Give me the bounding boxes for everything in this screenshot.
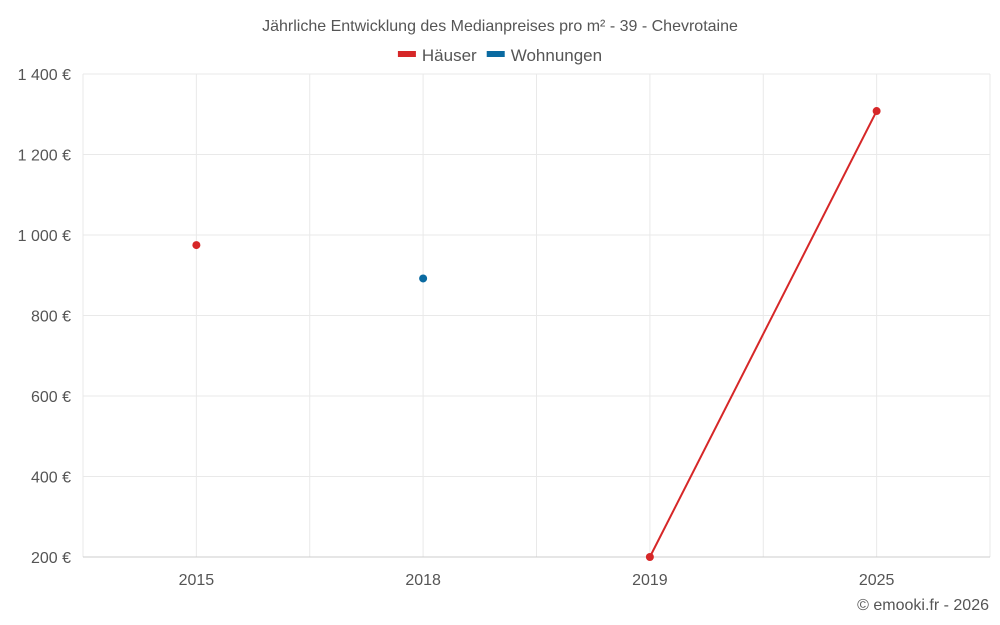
- credit-text: © emooki.fr - 2026: [857, 597, 989, 614]
- series-line-h-user: [648, 110, 878, 558]
- data-point-h-user[interactable]: [645, 553, 654, 561]
- y-tick-label: 200 €: [31, 550, 71, 567]
- y-tick-label: 600 €: [31, 389, 71, 406]
- y-tick-label: 1 400 €: [18, 67, 71, 84]
- x-axis-ticks: 2015 2018 2019 2025: [179, 572, 895, 589]
- y-tick-label: 800 €: [31, 309, 71, 326]
- y-tick-label: 1 200 €: [18, 148, 71, 165]
- legend-swatch: [486, 51, 505, 57]
- data-point-h-user[interactable]: [872, 107, 881, 116]
- x-tick-label: 2019: [632, 572, 668, 589]
- series-points: [192, 107, 881, 561]
- legend: Häuser Wohnungen: [397, 46, 602, 65]
- y-tick-label: 400 €: [31, 470, 71, 487]
- legend-swatch: [397, 51, 416, 57]
- legend-label: Häuser: [422, 46, 477, 65]
- y-tick-label: 1 000 €: [18, 228, 71, 245]
- series-lines: [648, 110, 878, 558]
- x-tick-label: 2018: [405, 572, 441, 589]
- legend-label: Wohnungen: [511, 46, 602, 65]
- x-tick-label: 2025: [859, 572, 895, 589]
- data-point-h-user[interactable]: [192, 241, 201, 250]
- chart-title: Jährliche Entwicklung des Medianpreises …: [262, 18, 738, 35]
- data-point-wohnungen[interactable]: [419, 274, 428, 283]
- x-tick-label: 2015: [179, 572, 215, 589]
- y-axis-ticks: 200 € 400 € 600 € 800 € 1 000 € 1 200 € 1 400 …: [18, 67, 71, 567]
